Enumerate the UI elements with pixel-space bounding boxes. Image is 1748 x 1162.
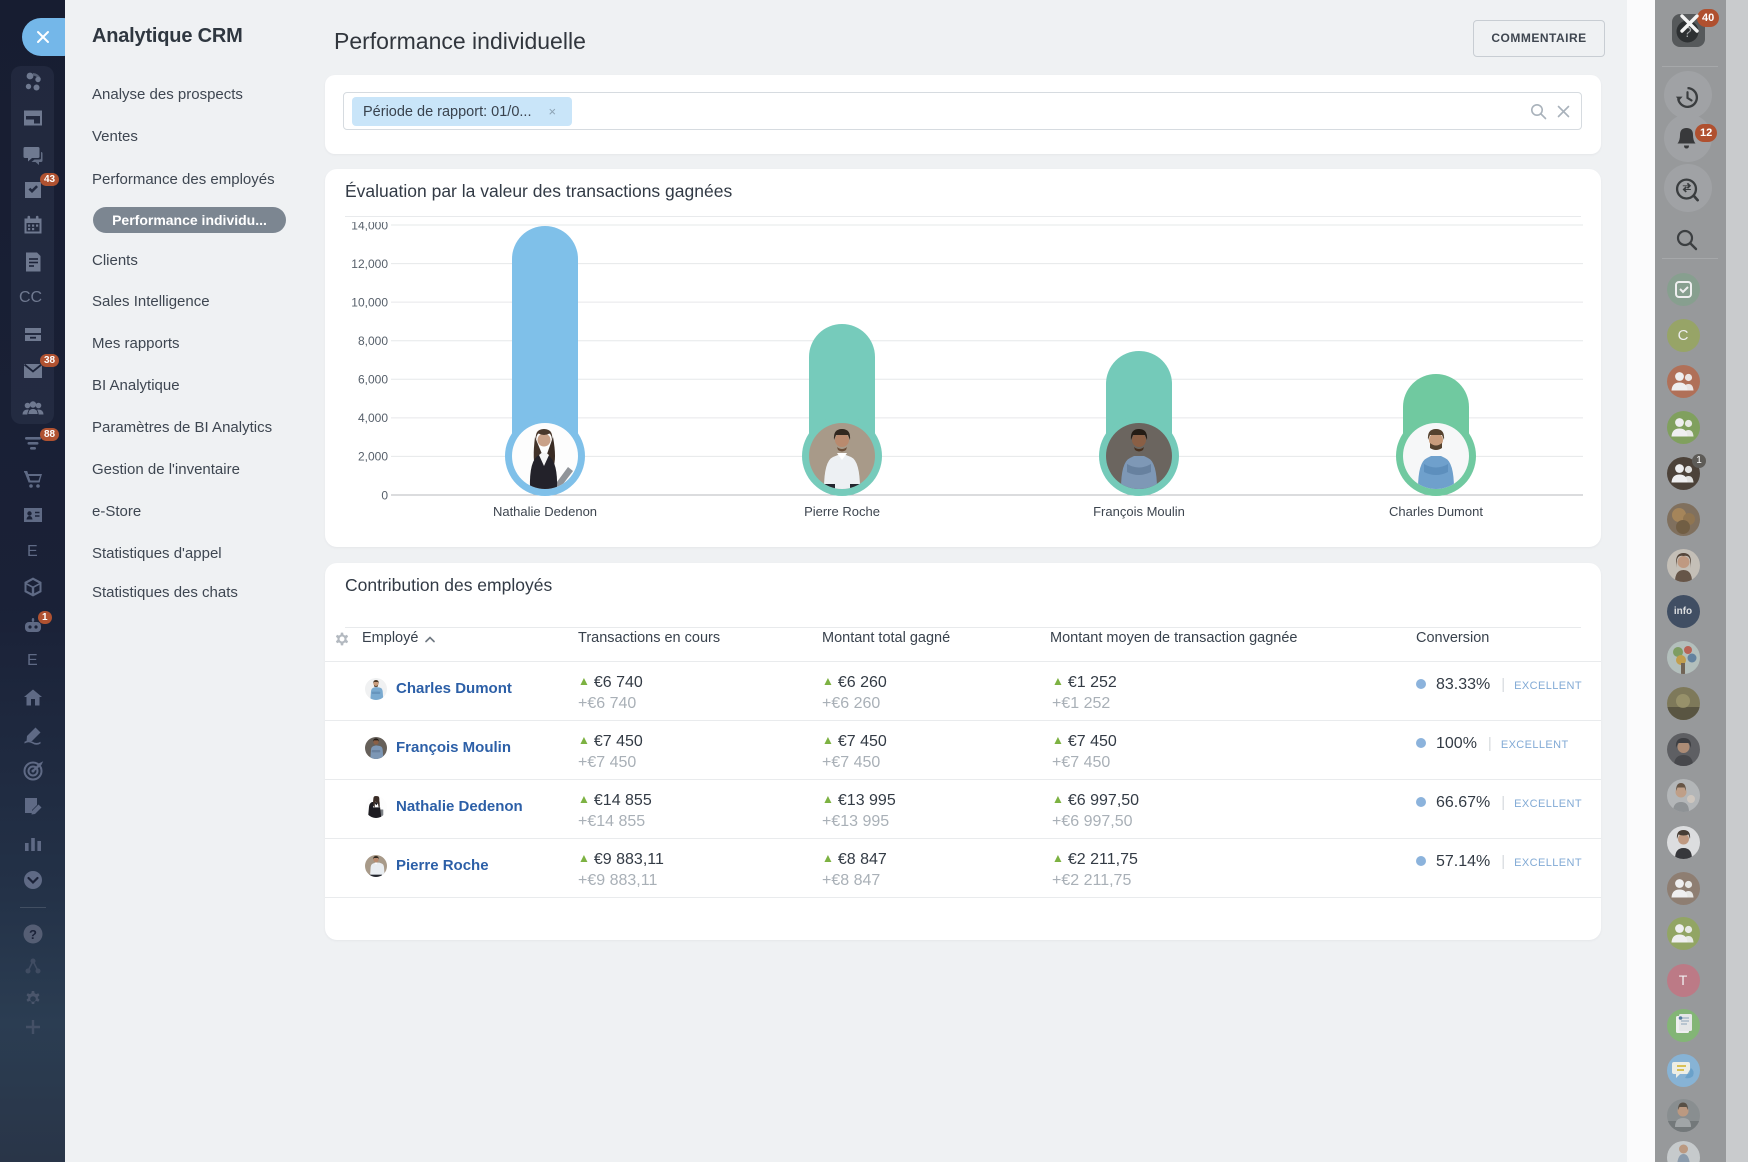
svg-text:Charles Dumont: Charles Dumont (1389, 504, 1483, 519)
svg-text:Nathalie Dedenon: Nathalie Dedenon (493, 504, 597, 519)
svg-text:?: ? (29, 927, 37, 942)
svg-text:2,000: 2,000 (358, 450, 388, 464)
svg-text:6,000: 6,000 (358, 373, 388, 387)
svg-text:10,000: 10,000 (351, 295, 388, 309)
svg-text:14,000: 14,000 (351, 222, 388, 232)
svg-text:?: ? (1683, 24, 1691, 41)
svg-text:12,000: 12,000 (351, 257, 388, 271)
svg-text:Pierre Roche: Pierre Roche (804, 504, 880, 519)
svg-text:0: 0 (381, 488, 388, 502)
svg-text:4,000: 4,000 (358, 411, 388, 425)
svg-text:8,000: 8,000 (358, 334, 388, 348)
svg-text:François Moulin: François Moulin (1093, 504, 1185, 519)
